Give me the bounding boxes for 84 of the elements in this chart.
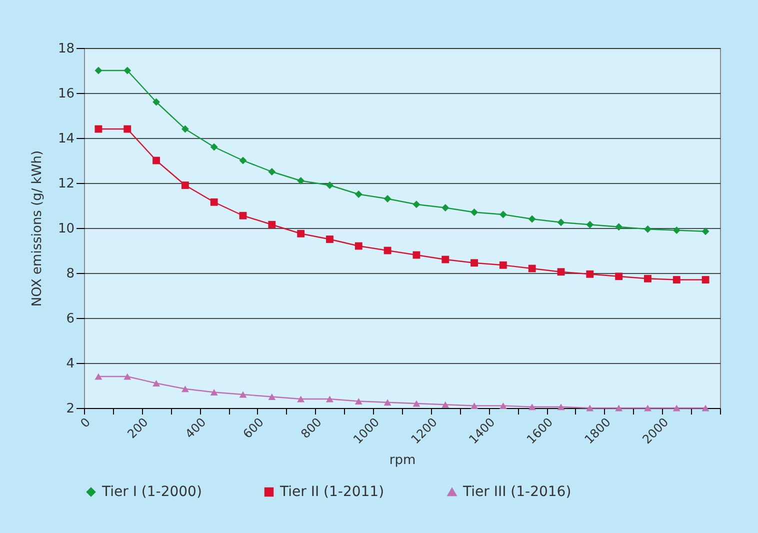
point [384,399,392,406]
legend-label: Tier I (1-2000) [101,484,202,500]
point [702,276,710,284]
y-tick-label: 10 [58,222,74,236]
point [210,143,218,151]
point [268,220,276,228]
point [586,404,594,412]
point [384,195,392,202]
point [326,182,334,189]
point [442,256,450,264]
point [470,259,478,267]
y-tick-label: 16 [58,86,74,102]
point [239,391,247,398]
point [326,236,334,243]
point [326,396,334,402]
point [181,182,189,189]
point [297,230,305,238]
y-tick-label: 12 [58,176,74,192]
point [702,228,710,236]
point [239,156,247,164]
y-tick-label: 18 [58,42,74,56]
point [499,261,507,269]
point [124,373,132,380]
point [297,177,305,184]
point [412,251,420,259]
y-tick-label: 8 [66,266,74,282]
x-tick-label: 800 [298,415,324,442]
point [181,125,189,133]
point [672,226,680,234]
point [702,404,710,412]
point [557,268,565,276]
point [94,66,102,74]
point [557,218,565,226]
point [210,198,218,206]
point [354,398,362,404]
point [615,223,623,231]
point [644,274,652,282]
x-tick-label: 200 [124,415,151,442]
legend-label: Tier III (1-2016) [462,484,572,500]
point [442,204,450,212]
point [354,242,362,250]
point [586,270,594,278]
point [124,125,132,133]
point [94,125,102,133]
point [499,210,507,218]
x-tick-label: 400 [182,415,209,442]
point [615,272,623,280]
point [239,212,247,220]
point [615,404,623,412]
point [672,276,680,284]
point [152,380,160,386]
point [442,401,450,408]
point [124,66,132,74]
x-tick-label: 600 [240,415,266,442]
point [672,404,680,412]
y-tick-label: 2 [66,402,74,416]
point [557,404,565,410]
point [268,168,276,176]
x-axis-title: rpm [389,452,416,468]
x-tick-label: 0 [78,415,93,430]
point [528,264,536,272]
point [470,208,478,216]
point [528,404,536,410]
point [181,386,189,392]
point [644,225,652,233]
y-axis-title: NOX emissions (g/ kWh) [30,150,45,307]
point [268,394,276,400]
point [384,246,392,254]
point [210,389,218,396]
point [499,402,507,409]
point [586,220,594,228]
point [644,404,652,412]
y-tick-label: 6 [66,312,74,326]
legend-label: Tier II (1-2011) [279,484,384,500]
point [470,402,478,409]
point [354,190,362,198]
y-tick-label: 14 [58,132,74,146]
point [94,373,102,380]
point [412,400,420,407]
point [528,215,536,223]
point [152,156,160,164]
point [412,200,420,208]
y-tick-label: 4 [66,356,74,372]
point [297,396,305,402]
